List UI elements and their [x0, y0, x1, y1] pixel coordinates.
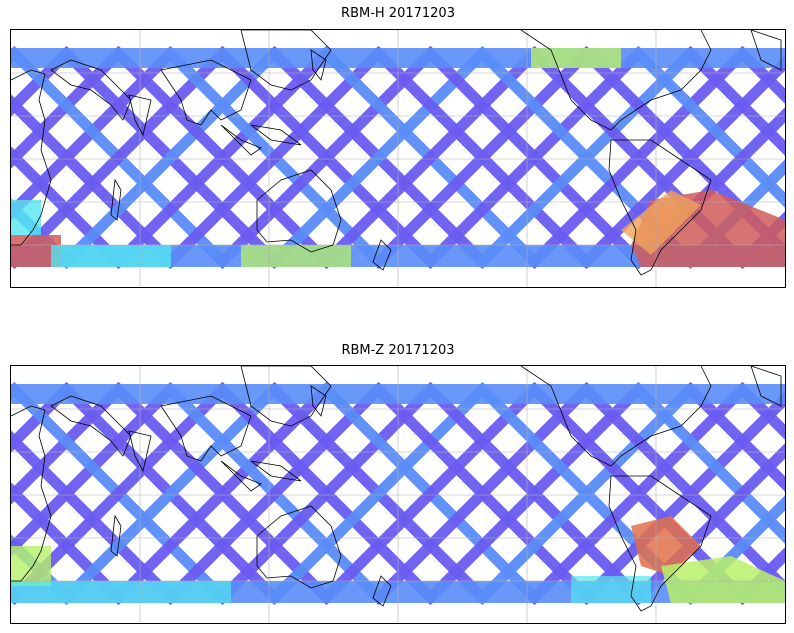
- swath-track: [11, 46, 126, 169]
- swath-track: [423, 382, 646, 605]
- coastline: [750, 366, 782, 407]
- hotspot: [621, 190, 701, 255]
- hotspot: [571, 576, 651, 603]
- swath-tracks: [11, 46, 785, 269]
- swath-track: [319, 46, 542, 269]
- swath-track: [59, 46, 282, 269]
- coastline: [50, 395, 132, 457]
- swath-track: [423, 46, 646, 269]
- coastline: [220, 124, 262, 156]
- coastline: [220, 460, 262, 492]
- swath-track: [267, 382, 490, 605]
- swath-track: [475, 382, 698, 605]
- coastline: [160, 59, 252, 126]
- swath-track: [11, 382, 126, 505]
- coastline: [110, 514, 122, 557]
- coastline: [128, 94, 152, 137]
- swath-map-rbm-z: [11, 366, 785, 623]
- swath-track: [579, 55, 785, 269]
- coastline: [250, 124, 302, 146]
- hotspot: [531, 48, 621, 68]
- coastline: [520, 30, 712, 131]
- coastline: [240, 366, 332, 427]
- swath-track: [11, 46, 178, 221]
- coastline: [250, 460, 302, 482]
- panel-title-rbm-z: RBM-Z 20171203: [341, 343, 455, 358]
- gridlines: [11, 366, 785, 623]
- swath-track: [319, 382, 542, 605]
- swath-track: [735, 46, 785, 104]
- coastline: [110, 178, 122, 221]
- coastline: [256, 505, 342, 589]
- coastline: [750, 30, 782, 71]
- high-value-patches: [11, 516, 785, 603]
- coastline: [608, 139, 712, 276]
- map-panel-rbm-z: [10, 365, 786, 624]
- coastline: [128, 430, 152, 473]
- swath-track: [11, 382, 74, 453]
- swath-track: [59, 382, 282, 605]
- swath-track: [683, 46, 785, 156]
- coastline: [256, 169, 342, 253]
- hotspot: [11, 546, 51, 586]
- hotspot: [11, 200, 41, 235]
- hotspot: [631, 516, 701, 576]
- coastline: [11, 69, 52, 246]
- gridlines: [11, 30, 785, 287]
- swath-track: [371, 46, 594, 269]
- hotspot: [51, 245, 171, 267]
- coastlines: [11, 30, 782, 276]
- swath-track: [111, 46, 334, 269]
- swath-track: [111, 382, 334, 605]
- hotspot: [661, 556, 785, 603]
- coastline: [310, 49, 327, 81]
- coastlines: [11, 366, 782, 612]
- swath-track: [735, 382, 785, 440]
- swath-track: [11, 46, 230, 269]
- swath-track: [735, 547, 785, 605]
- coastline: [520, 366, 712, 467]
- coastline: [608, 475, 712, 612]
- map-panel-rbm-h: [10, 29, 786, 288]
- coastline: [372, 239, 392, 271]
- swath-track: [527, 382, 750, 605]
- swath-track: [475, 46, 698, 269]
- coastline: [160, 395, 252, 462]
- coastline: [240, 30, 332, 91]
- swath-track: [163, 382, 386, 605]
- swath-track: [11, 382, 178, 557]
- panel-title-rbm-h: RBM-H 20171203: [341, 6, 455, 21]
- swath-track: [371, 382, 594, 605]
- swath-track: [683, 382, 785, 492]
- coastline: [310, 385, 327, 417]
- swath-track: [11, 46, 74, 117]
- coastline: [50, 59, 132, 121]
- swath-track: [579, 391, 785, 605]
- hotspot: [241, 245, 351, 267]
- coastline: [11, 405, 52, 582]
- high-value-patches: [11, 48, 785, 267]
- hotspot: [11, 581, 231, 603]
- swath-track: [527, 46, 750, 269]
- coastline: [372, 575, 392, 607]
- swath-map-rbm-h: [11, 30, 785, 287]
- swath-track: [267, 46, 490, 269]
- swath-track: [163, 46, 386, 269]
